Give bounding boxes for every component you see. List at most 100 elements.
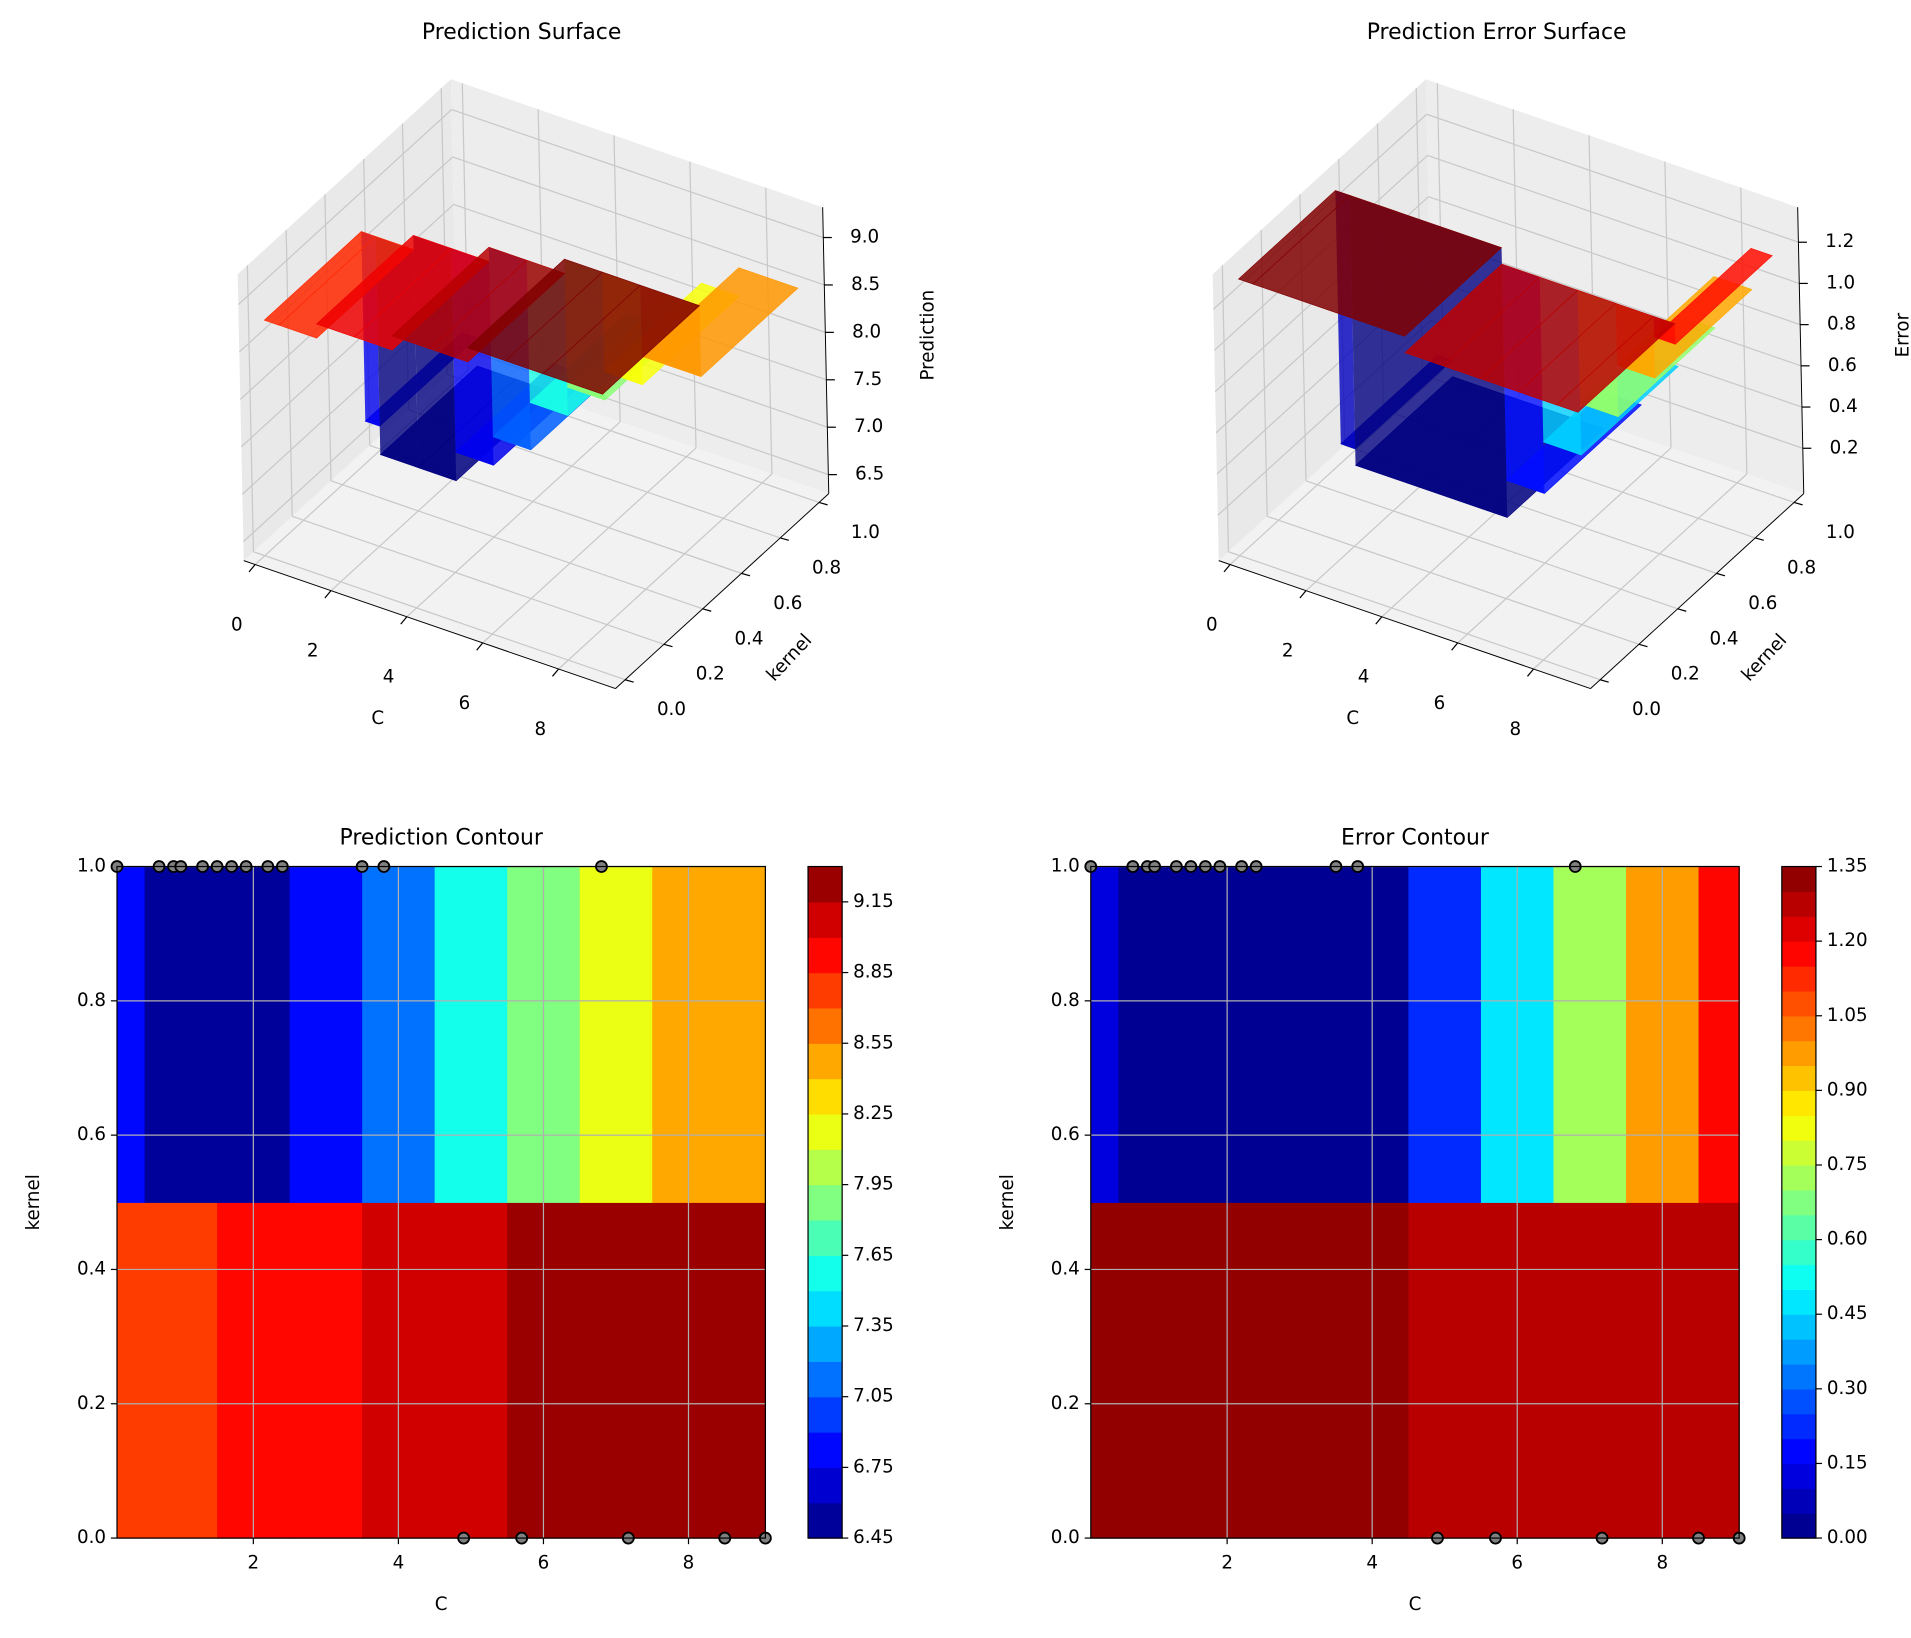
- x-tick: [400, 616, 408, 625]
- contour-region: [434, 866, 508, 1203]
- y-tick: [702, 608, 712, 612]
- contour-region: [1698, 1202, 1740, 1539]
- colorbar-band: [808, 1432, 843, 1468]
- colorbar-tick-label: 1.05: [1827, 1005, 1868, 1026]
- grid-line: [1740, 187, 1748, 475]
- colorbar-band: [1781, 1413, 1816, 1440]
- contour-region: [144, 866, 218, 1203]
- colorbar-tick-label: 0.15: [1827, 1452, 1868, 1473]
- colorbar-band: [808, 901, 843, 938]
- x-tick: [1223, 564, 1231, 573]
- colorbar-band: [1781, 891, 1816, 917]
- y-tick-label: 0.8: [1787, 557, 1816, 578]
- colorbar-band: [808, 866, 843, 903]
- colorbar-band: [1781, 1015, 1816, 1042]
- colorbar-band: [1781, 1339, 1816, 1365]
- colorbar-band: [808, 1290, 843, 1327]
- y-tick-label: 0.2: [77, 1393, 106, 1414]
- z-tick-label: 6.5: [855, 464, 884, 485]
- grid-line: [1533, 473, 1748, 670]
- contour-region: [117, 1202, 146, 1539]
- chart-title: Prediction Contour: [339, 826, 543, 851]
- y-tick: [663, 643, 673, 648]
- axis-line: [1218, 560, 1591, 690]
- surface-face: [1653, 247, 1773, 345]
- colorbar-tick-label: 7.65: [853, 1244, 894, 1265]
- contour-region: [1090, 1202, 1119, 1539]
- colorbar-band: [1781, 990, 1816, 1017]
- z-tick-label: 0.6: [1828, 355, 1857, 376]
- axis-line: [615, 493, 830, 689]
- z-tick-label: 1.2: [1825, 231, 1854, 252]
- colorbar-band: [1781, 916, 1816, 942]
- grid-line: [482, 447, 697, 644]
- x-tick: [324, 590, 332, 599]
- y-tick-label: 0.8: [77, 990, 106, 1011]
- colorbar-tick-label: 8.55: [853, 1032, 894, 1053]
- colorbar-tick-label: 7.05: [853, 1386, 894, 1407]
- contour-region: [289, 866, 363, 1203]
- y-tick-label: 0.2: [1051, 1393, 1080, 1414]
- x-tick-label: 8: [1509, 719, 1521, 740]
- z-tick-label: 8.0: [852, 321, 881, 342]
- y-tick-label: 1.0: [77, 856, 106, 877]
- grid-line: [1457, 447, 1672, 644]
- z-tick-label: 9.0: [850, 227, 879, 248]
- contour-region: [289, 1202, 363, 1539]
- colorbar-band: [808, 1361, 843, 1398]
- grid-line: [1267, 515, 1640, 645]
- y-tick-label: 0.6: [1051, 1124, 1080, 1145]
- colorbar-frame: [1781, 865, 1817, 1539]
- colorbar-tick-label: 1.20: [1827, 930, 1868, 951]
- contour-region: [434, 1202, 508, 1539]
- colorbar-band: [1781, 866, 1816, 893]
- colorbar-band: [1781, 1388, 1816, 1415]
- x-tick: [1299, 590, 1307, 599]
- y-tick: [1638, 643, 1648, 648]
- x-tick-label: 4: [1358, 667, 1370, 688]
- contour-region: [652, 866, 766, 1203]
- z-tick-label: 8.5: [851, 274, 880, 295]
- x-tick-label: 2: [1282, 641, 1294, 662]
- axis-line: [822, 207, 830, 494]
- grid-line: [558, 473, 773, 670]
- z-tick-label: 0.2: [1830, 437, 1859, 458]
- colorbar-band: [1781, 1115, 1816, 1141]
- y-tick-label: 0.6: [1748, 593, 1777, 614]
- y-tick-label: 0.4: [1710, 628, 1739, 649]
- y-tick-label: 0.4: [735, 628, 764, 649]
- colorbar-tick-label: 0.45: [1827, 1303, 1868, 1324]
- colorbar-band: [1781, 1314, 1816, 1340]
- grid-line: [1221, 265, 1230, 552]
- grid-line: [237, 109, 452, 306]
- chart-title: Error Contour: [1341, 826, 1490, 851]
- colorbar-band: [1781, 1214, 1816, 1241]
- chart-title: Prediction Surface: [422, 20, 621, 45]
- axes-frame: [1090, 865, 1740, 1539]
- colorbar-band: [1781, 1438, 1816, 1465]
- y-tick-label: 1.0: [1826, 522, 1855, 543]
- x-tick-label: 4: [383, 667, 395, 688]
- colorbar-tick-label: 0.75: [1827, 1154, 1868, 1175]
- chart-title: Prediction Error Surface: [1367, 20, 1627, 45]
- contour-region: [1408, 866, 1482, 1203]
- grid-line: [330, 480, 703, 610]
- left-pane: [1212, 79, 1433, 561]
- x-tick-label: 6: [1434, 693, 1446, 714]
- x-tick-label: 2: [1221, 1553, 1233, 1574]
- x-tick: [1451, 642, 1459, 651]
- y-tick: [741, 572, 751, 577]
- z-tick-label: 0.4: [1829, 396, 1858, 417]
- colorbar-band: [808, 1326, 843, 1362]
- colorbar-band: [808, 1467, 843, 1504]
- colorbar-band: [808, 937, 843, 974]
- colorbar-band: [1781, 941, 1816, 967]
- surface-face: [1252, 195, 1503, 337]
- y-tick-label: 0.4: [77, 1258, 106, 1279]
- colorbar-band: [1781, 1488, 1816, 1514]
- y-tick: [1793, 501, 1803, 506]
- colorbar-band: [808, 1502, 843, 1539]
- colorbar-tick-label: 1.35: [1827, 856, 1868, 877]
- y-tick-label: 0.0: [1051, 1527, 1080, 1548]
